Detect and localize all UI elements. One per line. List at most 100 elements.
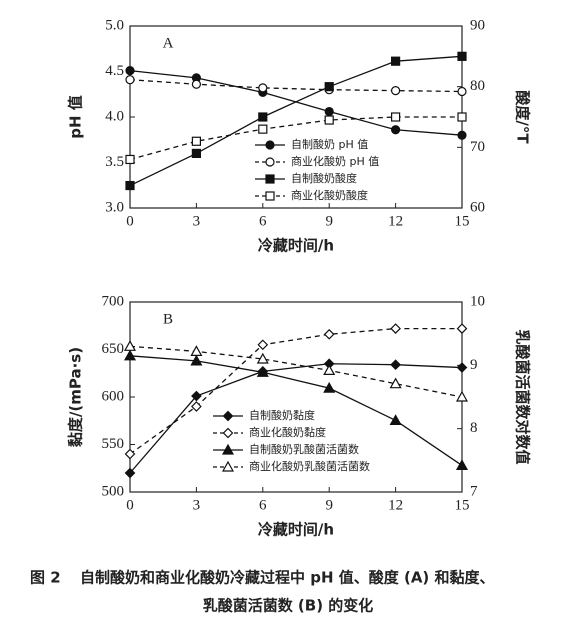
legend-marker: [221, 443, 235, 455]
legend-marker: [222, 410, 234, 422]
y2-tick-label: 70: [470, 139, 485, 155]
y2-tick-label: 90: [470, 17, 485, 33]
point: [457, 51, 467, 61]
point: [125, 75, 135, 85]
series-line: [129, 363, 463, 474]
y-tick-label: 700: [102, 293, 125, 309]
point: [123, 340, 137, 351]
x-tick-label: 9: [325, 213, 333, 229]
y-tick-label: 5.0: [105, 17, 124, 33]
point: [391, 56, 401, 66]
point: [258, 83, 268, 93]
caption-line: 自制酸奶和商业化酸奶冷藏过程中 pH 值、酸度 (A) 和黏度、: [80, 569, 495, 587]
point: [455, 390, 469, 402]
point: [457, 86, 467, 97]
x-tick-label: 3: [193, 497, 201, 513]
y2-axis-label: 乳酸菌活菌数对数值: [514, 329, 532, 464]
y2-tick-label: 8: [470, 420, 478, 436]
y-tick-label: 3.0: [105, 199, 124, 215]
series-line: [129, 355, 463, 466]
point: [391, 125, 401, 135]
point: [324, 115, 334, 125]
point: [457, 130, 467, 140]
y-tick-label: 550: [102, 436, 125, 452]
x-tick-label: 6: [259, 497, 267, 513]
point: [323, 364, 336, 375]
point: [124, 467, 136, 479]
point: [323, 381, 336, 393]
y2-tick-label: 60: [470, 199, 485, 215]
legend-label: 商业化酸奶黏度: [249, 425, 326, 439]
point: [190, 354, 203, 366]
legend-label: 商业化酸奶 pH 值: [291, 154, 379, 168]
caption-line: 乳酸菌活菌数 (B) 的变化: [203, 597, 374, 615]
x-tick-label: 0: [126, 213, 134, 229]
series-line: [129, 327, 462, 455]
series-line: [129, 55, 463, 187]
y2-tick-label: 7: [470, 483, 478, 499]
legend-label: 商业化酸奶乳酸菌活菌数: [249, 459, 370, 473]
point: [258, 112, 268, 122]
point: [125, 180, 135, 191]
point: [455, 459, 469, 470]
y2-tick-label: 10: [470, 293, 485, 309]
legend-marker: [265, 157, 275, 167]
x-tick-label: 15: [455, 213, 470, 229]
x-tick-label: 12: [388, 497, 403, 513]
point: [389, 377, 402, 389]
point: [324, 82, 334, 92]
y-tick-label: 600: [102, 388, 125, 404]
point: [391, 112, 401, 122]
point: [457, 112, 467, 122]
point: [125, 65, 135, 76]
point: [123, 349, 137, 361]
x-axis-label: 冷藏时间/h: [258, 521, 334, 539]
point: [456, 323, 468, 334]
y-axis-label: pH 值: [67, 95, 85, 139]
legend-label: 自制酸奶乳酸菌活菌数: [249, 442, 359, 456]
x-axis-label: 冷藏时间/h: [258, 237, 334, 255]
point: [324, 106, 334, 117]
series-line: [129, 345, 463, 398]
series-line: [129, 116, 462, 161]
x-tick-label: 15: [455, 497, 470, 513]
y-tick-label: 3.5: [105, 154, 124, 170]
point: [191, 148, 201, 158]
panel-label: B: [163, 311, 173, 327]
y-tick-label: 650: [102, 341, 125, 357]
point: [190, 345, 203, 356]
legend-label: 自制酸奶黏度: [249, 408, 315, 422]
point: [191, 390, 202, 402]
x-tick-label: 12: [388, 213, 403, 229]
point: [256, 366, 269, 377]
legend-marker: [265, 174, 275, 184]
point: [258, 124, 268, 134]
series-line: [129, 79, 463, 93]
x-tick-label: 9: [325, 497, 333, 513]
legend-label: 自制酸奶酸度: [291, 171, 357, 185]
point: [323, 328, 335, 340]
point: [456, 362, 468, 373]
point: [389, 414, 402, 426]
point: [391, 86, 401, 96]
legend-marker: [265, 140, 275, 150]
x-tick-label: 6: [259, 213, 267, 229]
legend-label: 自制酸奶 pH 值: [291, 137, 368, 151]
y-tick-label: 4.5: [105, 63, 124, 79]
point: [390, 359, 401, 371]
legend-label: 商业化酸奶酸度: [291, 188, 368, 202]
point: [390, 323, 401, 334]
y-tick-label: 500: [102, 483, 125, 499]
point: [257, 339, 269, 351]
x-tick-label: 3: [193, 213, 201, 229]
point: [124, 448, 136, 460]
point: [125, 154, 135, 165]
caption-label: 图 2: [30, 569, 61, 587]
y-tick-label: 4.0: [105, 108, 124, 124]
legend-marker: [265, 191, 275, 201]
y-axis-label: 黏度/(mPa·s): [67, 347, 85, 447]
y2-axis-label: 酸度/°T: [514, 90, 532, 144]
panel-label: A: [163, 35, 174, 51]
x-tick-label: 0: [126, 497, 134, 513]
